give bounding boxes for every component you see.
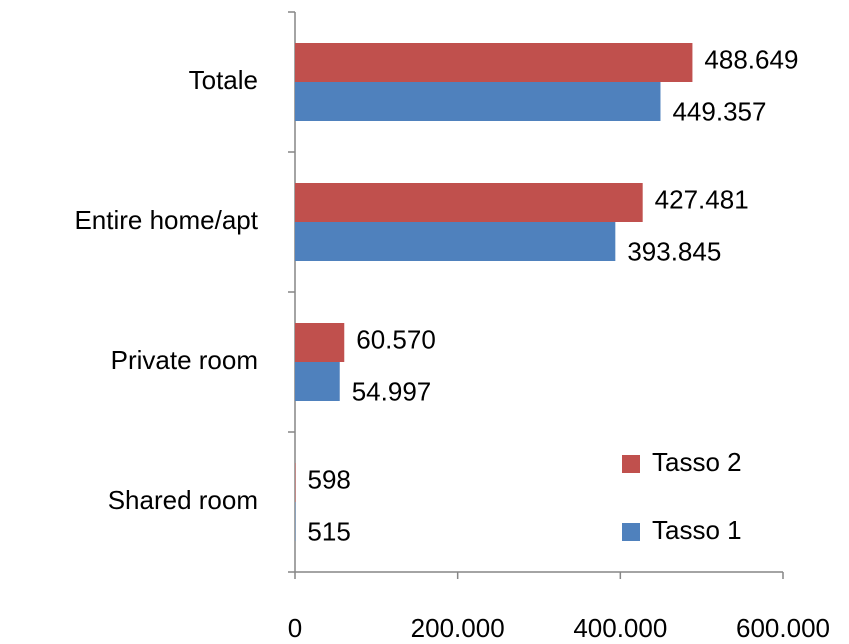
category-label: Totale	[189, 65, 258, 95]
data-label: 427.481	[655, 184, 749, 214]
x-tick-label: 0	[288, 613, 302, 643]
data-label: 515	[307, 516, 350, 546]
x-tick-label: 200.000	[411, 613, 505, 643]
data-label: 488.649	[704, 44, 798, 74]
data-label: 60.570	[356, 324, 436, 354]
legend-swatch	[622, 523, 640, 541]
bar	[295, 323, 345, 362]
legend-label: Tasso 1	[652, 515, 742, 545]
data-label: 393.845	[627, 236, 721, 266]
x-tick-label: 400.000	[573, 613, 667, 643]
bar	[295, 43, 693, 82]
bar	[295, 82, 661, 121]
data-label: 449.357	[672, 96, 766, 126]
category-label: Private room	[111, 345, 258, 375]
category-label: Entire home/apt	[74, 205, 258, 235]
data-label: 598	[307, 464, 350, 494]
data-label: 54.997	[352, 376, 432, 406]
bar	[295, 222, 616, 261]
x-tick-label: 600.000	[736, 613, 830, 643]
legend-label: Tasso 2	[652, 447, 742, 477]
legend-swatch	[622, 455, 640, 473]
category-label: Shared room	[108, 485, 258, 515]
bar	[295, 183, 643, 222]
bar	[295, 362, 340, 401]
